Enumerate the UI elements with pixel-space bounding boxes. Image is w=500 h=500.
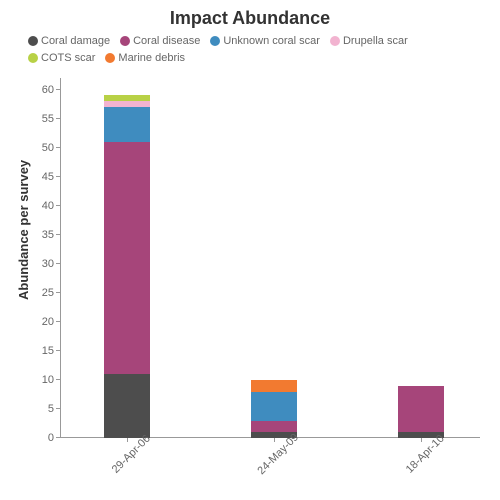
x-tick-mark	[421, 438, 422, 442]
bar-group	[104, 95, 150, 438]
bar-segment	[251, 421, 297, 433]
legend-label: Marine debris	[118, 52, 185, 64]
bar-group	[398, 386, 444, 438]
legend-label: Coral disease	[133, 35, 200, 47]
legend-swatch	[28, 53, 38, 63]
legend-swatch	[120, 36, 130, 46]
y-tick-label: 0	[24, 432, 60, 444]
legend-swatch	[210, 36, 220, 46]
bar-group	[251, 380, 297, 438]
chart-title: Impact Abundance	[0, 0, 500, 29]
bar-segment	[398, 386, 444, 432]
y-tick-label: 50	[24, 142, 60, 154]
y-tick-label: 15	[24, 345, 60, 357]
x-tick-mark	[127, 438, 128, 442]
plot-area: 05101520253035404550556029-Apr-0624-May-…	[60, 78, 480, 438]
y-tick-label: 10	[24, 374, 60, 386]
legend-item: Coral disease	[120, 33, 200, 50]
legend-swatch	[28, 36, 38, 46]
legend: Coral damage Coral disease Unknown coral s…	[0, 29, 500, 74]
y-tick-label: 35	[24, 229, 60, 241]
legend-item: Unknown coral scar	[210, 33, 320, 50]
bar-segment	[104, 374, 150, 438]
legend-label: Unknown coral scar	[223, 35, 320, 47]
bar-segment	[251, 392, 297, 421]
x-tick-label: 18-Apr-10	[404, 433, 447, 476]
y-tick-label: 45	[24, 171, 60, 183]
legend-swatch	[105, 53, 115, 63]
legend-label: Coral damage	[41, 35, 110, 47]
legend-item: Coral damage	[28, 33, 110, 50]
y-tick-label: 20	[24, 316, 60, 328]
y-tick-label: 5	[24, 403, 60, 415]
y-tick-label: 55	[24, 113, 60, 125]
x-tick-label: 29-Apr-06	[110, 433, 153, 476]
x-tick-mark	[274, 438, 275, 442]
chart-container: Impact Abundance Coral damage Coral disea…	[0, 0, 500, 500]
legend-item: COTS scar	[28, 50, 95, 67]
y-tick-label: 30	[24, 258, 60, 270]
legend-item: Marine debris	[105, 50, 185, 67]
x-tick-label: 24-May-09	[256, 431, 302, 477]
y-axis-line	[60, 78, 61, 438]
bar-segment	[104, 142, 150, 374]
bar-segment	[251, 380, 297, 392]
y-tick-label: 40	[24, 200, 60, 212]
y-tick-label: 25	[24, 287, 60, 299]
legend-label: Drupella scar	[343, 35, 408, 47]
y-tick-label: 60	[24, 84, 60, 96]
legend-label: COTS scar	[41, 52, 95, 64]
legend-item: Drupella scar	[330, 33, 408, 50]
bar-segment	[104, 107, 150, 142]
legend-swatch	[330, 36, 340, 46]
